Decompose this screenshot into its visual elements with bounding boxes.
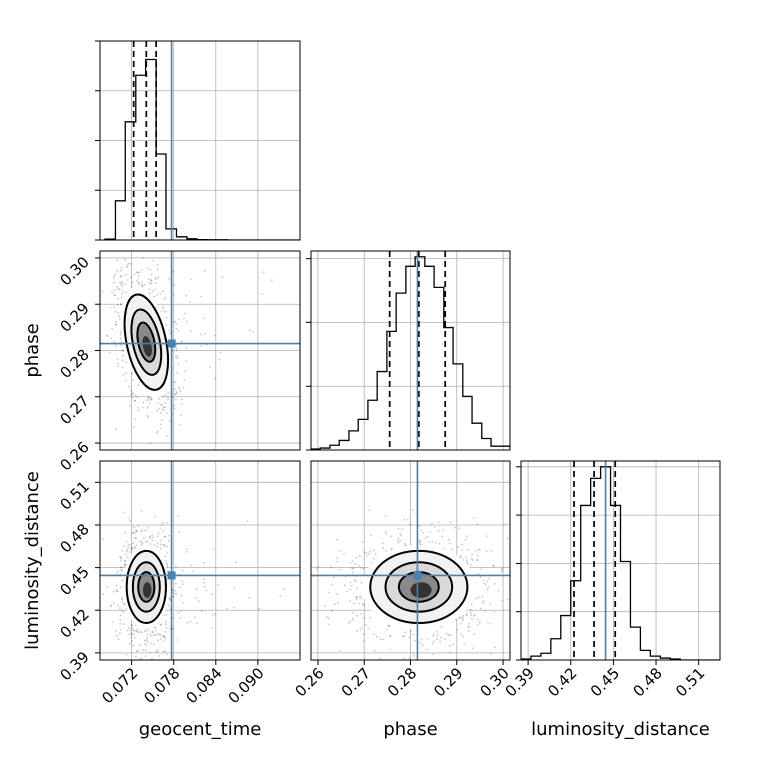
y-tick-label: 0.48	[56, 520, 92, 556]
x-tick-label: 0.45	[587, 664, 623, 700]
x-tick-label: 0.090	[225, 664, 268, 707]
x-tick-label: 0.29	[430, 664, 466, 700]
x-tick-label: 0.28	[384, 664, 420, 700]
y-axis-label: luminosity_distance	[22, 471, 43, 650]
x-tick-label: 0.27	[338, 664, 374, 700]
histogram-panel-phase	[306, 250, 511, 451]
axis-titles: geocent_time phase luminosity_distancephas…	[22, 323, 710, 740]
x-tick-label: 0.084	[183, 664, 226, 707]
y-tick-label: 0.29	[56, 299, 92, 335]
y-tick-label: 0.51	[56, 477, 92, 513]
histogram-panel-geocent_time	[95, 40, 301, 241]
histogram-step-line	[521, 466, 720, 660]
x-tick-label: 0.072	[98, 664, 141, 707]
x-tick-label: 0.48	[630, 664, 666, 700]
y-tick-label: 0.42	[56, 605, 92, 641]
panel-frame	[99, 40, 301, 241]
x-tick-label: 0.42	[544, 664, 580, 700]
density-contour	[142, 335, 152, 357]
y-axis-label: phase	[22, 323, 43, 377]
scatter-panel-geocent_time-vs-phase	[99, 250, 301, 451]
x-axis-label: phase	[383, 719, 437, 740]
truth-marker	[167, 339, 176, 348]
panel-frame	[310, 250, 511, 451]
y-tick-label: 0.27	[56, 392, 92, 428]
y-tick-label: 0.45	[56, 563, 92, 599]
x-tick-label: 0.51	[672, 664, 708, 700]
x-tick-label: 0.078	[140, 664, 183, 707]
x-tick-label: 0.39	[502, 664, 538, 700]
x-axis-label: luminosity_distance	[531, 719, 710, 740]
panel-frame	[520, 460, 721, 661]
density-contour	[142, 582, 152, 598]
truth-marker	[167, 571, 176, 580]
histogram-step-line	[311, 256, 510, 450]
x-axis-label: geocent_time	[139, 719, 262, 740]
x-tick-label: 0.26	[291, 664, 327, 700]
y-tick-label: 0.30	[56, 253, 92, 289]
y-tick-label: 0.26	[56, 438, 92, 474]
panel-frame	[99, 460, 301, 661]
scatter-panel-geocent_time-vs-luminosity_distance	[99, 460, 301, 661]
histogram-step-line	[104, 58, 300, 240]
y-tick-label: 0.39	[56, 648, 92, 684]
histogram-panel-luminosity_distance	[516, 460, 721, 661]
truth-marker	[413, 571, 422, 580]
y-tick-label: 0.28	[56, 346, 92, 382]
density-contour	[410, 582, 432, 598]
